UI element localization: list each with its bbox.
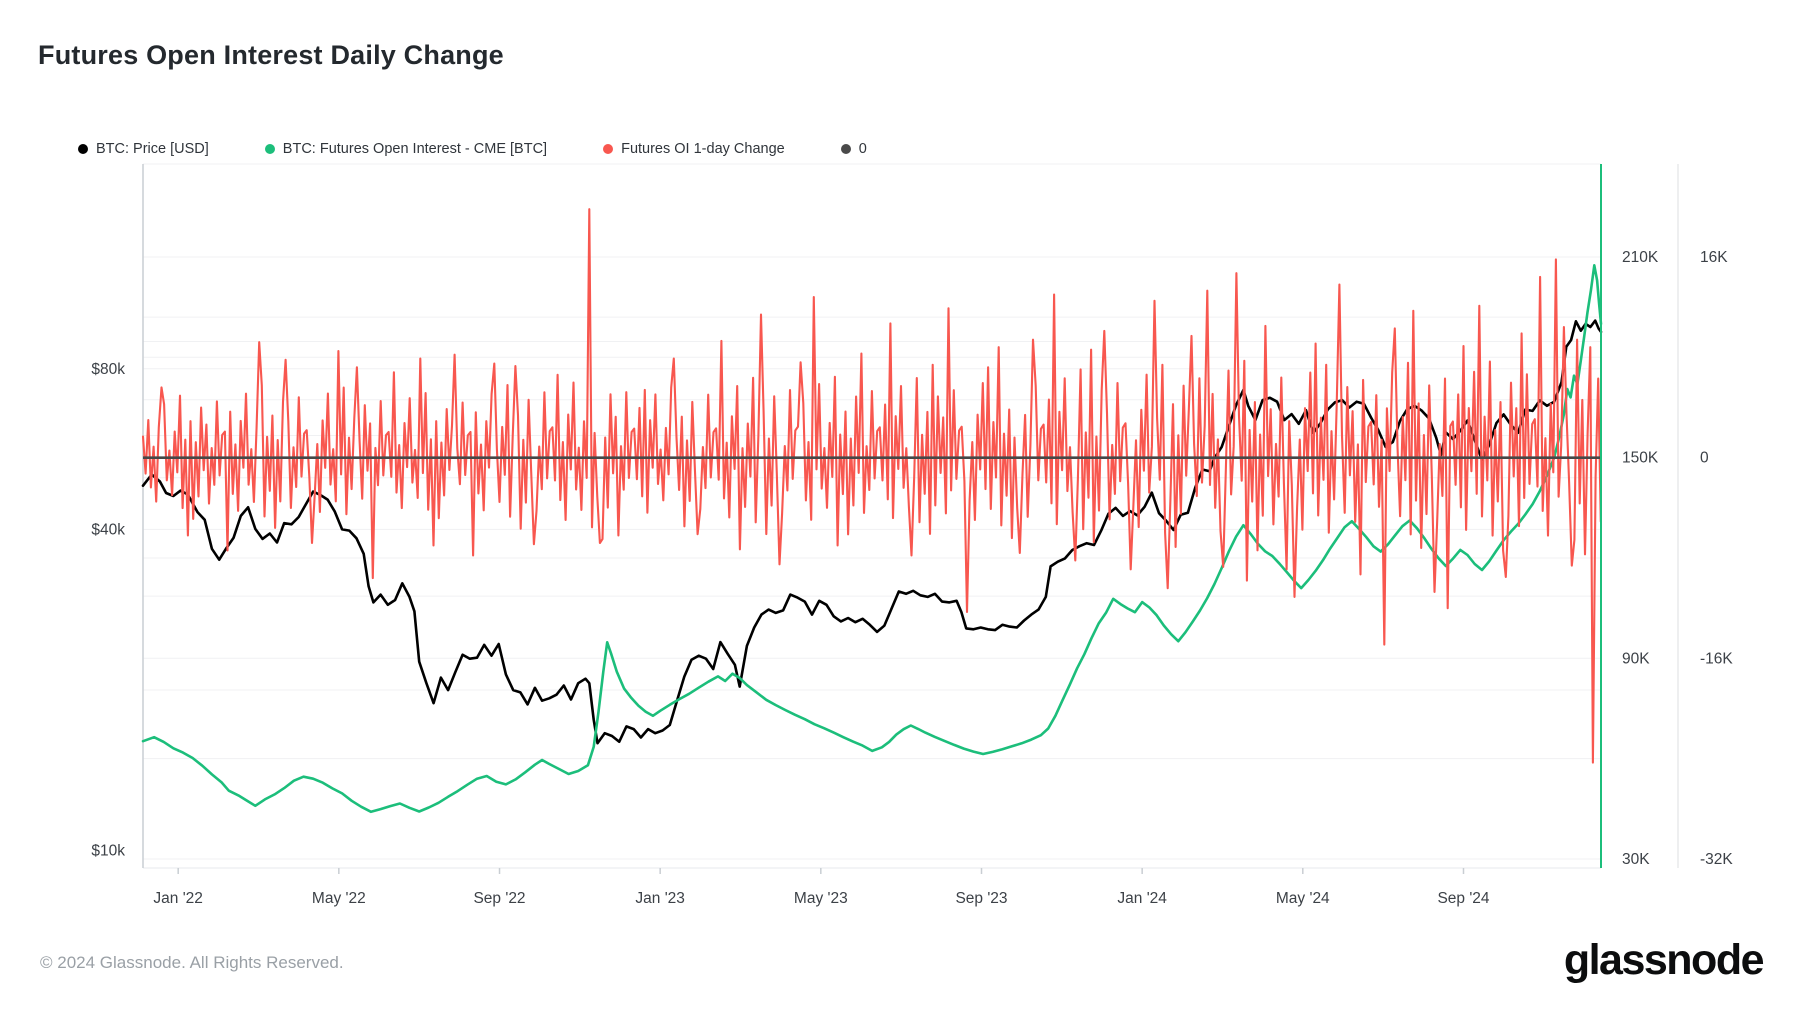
x-tick-label: Jan '24 xyxy=(1117,890,1167,907)
glassnode-logo: glassnode xyxy=(1563,936,1765,984)
oi-tick-label: 30K xyxy=(1622,851,1650,868)
legend-label: 0 xyxy=(858,141,867,157)
page-title: Futures Open Interest Daily Change xyxy=(38,40,504,70)
price-tick-label: $40k xyxy=(91,521,125,538)
x-tick-label: May '22 xyxy=(312,890,366,907)
oi-change-tick-label: 0 xyxy=(1700,450,1709,467)
legend-item-btc-price[interactable]: BTC: Price [USD] xyxy=(78,141,209,157)
legend-label: BTC: Futures Open Interest - CME [BTC] xyxy=(282,141,548,157)
oi-change-tick-label: -16K xyxy=(1700,650,1733,667)
x-tick-label: May '23 xyxy=(794,890,848,907)
legend-label: BTC: Price [USD] xyxy=(96,141,209,157)
price-line xyxy=(141,319,1603,745)
legend-dot-zero-icon xyxy=(840,144,851,154)
x-tick-label: May '24 xyxy=(1276,890,1330,907)
oi-change-tick-label: 16K xyxy=(1700,249,1728,266)
open-interest-line xyxy=(141,263,1603,814)
legend-dot-change-icon xyxy=(603,144,614,154)
oi-tick-label: 90K xyxy=(1622,650,1650,667)
legend-dot-oi-icon xyxy=(264,144,275,154)
oi-change-tick-label: -32K xyxy=(1700,851,1733,868)
x-tick-label: Sep '24 xyxy=(1437,890,1489,907)
legend-dot-price-icon xyxy=(78,144,88,154)
oi-tick-label: 150K xyxy=(1622,450,1659,467)
legend-label: Futures OI 1-day Change xyxy=(621,141,785,157)
oi-tick-label: 210K xyxy=(1622,249,1659,266)
x-tick-label: Sep '22 xyxy=(473,890,525,907)
x-tick-label: Sep '23 xyxy=(955,890,1007,907)
legend-item-futures-oi[interactable]: BTC: Futures Open Interest - CME [BTC] xyxy=(264,141,548,157)
price-tick-label: $10k xyxy=(91,843,125,860)
chart-legend: BTC: Price [USD] BTC: Futures Open Inter… xyxy=(78,141,867,157)
legend-item-zero[interactable]: 0 xyxy=(840,141,867,157)
x-tick-label: Jan '23 xyxy=(635,890,685,907)
x-tick-label: Jan '22 xyxy=(153,890,203,907)
copyright-text: © 2024 Glassnode. All Rights Reserved. xyxy=(40,953,344,972)
price-tick-label: $80k xyxy=(91,361,125,378)
legend-item-oi-change[interactable]: Futures OI 1-day Change xyxy=(603,141,785,157)
oi-change-line xyxy=(141,208,1602,764)
